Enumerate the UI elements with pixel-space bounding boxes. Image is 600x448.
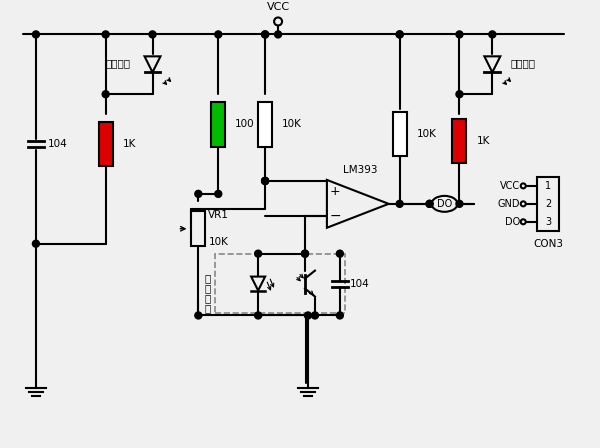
Text: VCC: VCC	[500, 181, 520, 191]
Bar	[392, 112, 407, 156]
Circle shape	[396, 31, 403, 38]
Circle shape	[262, 177, 269, 185]
Text: 1: 1	[545, 181, 551, 191]
Text: LM393: LM393	[343, 165, 377, 175]
Text: 10K: 10K	[208, 237, 228, 247]
Text: DO: DO	[437, 199, 452, 209]
Bar	[452, 119, 466, 164]
Text: 10K: 10K	[282, 119, 302, 129]
Text: 104: 104	[48, 139, 68, 149]
Text: +: +	[329, 185, 340, 198]
Text: GND: GND	[498, 199, 520, 209]
Text: VR1: VR1	[208, 210, 229, 220]
Circle shape	[262, 177, 269, 185]
Circle shape	[301, 250, 308, 257]
Text: 100: 100	[235, 119, 255, 129]
Circle shape	[195, 312, 202, 319]
Circle shape	[32, 31, 40, 38]
Text: 电源指示: 电源指示	[105, 58, 130, 68]
Text: CON3: CON3	[533, 239, 563, 249]
Bar	[211, 102, 225, 146]
Text: 3: 3	[545, 217, 551, 227]
Text: 1K: 1K	[122, 139, 136, 149]
Text: DO: DO	[505, 217, 520, 227]
Circle shape	[274, 17, 282, 26]
Circle shape	[521, 183, 526, 189]
Text: 对: 对	[204, 293, 211, 303]
Text: 开关指示: 开关指示	[510, 58, 535, 68]
Circle shape	[262, 31, 269, 38]
Text: VCC: VCC	[266, 3, 290, 13]
Circle shape	[262, 31, 269, 38]
Text: 外: 外	[204, 284, 211, 293]
Circle shape	[337, 250, 343, 257]
Circle shape	[311, 312, 319, 319]
Ellipse shape	[431, 196, 457, 212]
Circle shape	[426, 200, 433, 207]
Circle shape	[32, 240, 40, 247]
Polygon shape	[145, 56, 160, 72]
Text: 管: 管	[204, 303, 211, 314]
Circle shape	[254, 250, 262, 257]
Polygon shape	[251, 276, 265, 291]
Circle shape	[521, 201, 526, 207]
Circle shape	[102, 31, 109, 38]
Circle shape	[396, 31, 403, 38]
Polygon shape	[484, 56, 500, 72]
Circle shape	[396, 200, 403, 207]
Circle shape	[301, 250, 308, 257]
Circle shape	[456, 31, 463, 38]
Text: 104: 104	[350, 279, 370, 289]
Bar	[191, 211, 205, 246]
Polygon shape	[327, 180, 389, 228]
Circle shape	[456, 91, 463, 98]
Circle shape	[215, 190, 222, 198]
Circle shape	[215, 31, 222, 38]
Circle shape	[337, 312, 343, 319]
Text: 红: 红	[204, 274, 211, 284]
Text: −: −	[329, 209, 341, 223]
Bar	[258, 102, 272, 146]
Circle shape	[275, 31, 281, 38]
Circle shape	[489, 31, 496, 38]
Circle shape	[102, 91, 109, 98]
Circle shape	[426, 200, 433, 207]
Circle shape	[456, 200, 463, 207]
Circle shape	[262, 177, 269, 185]
Circle shape	[254, 312, 262, 319]
Bar	[98, 121, 113, 167]
Circle shape	[195, 190, 202, 198]
Circle shape	[304, 312, 311, 319]
Bar	[215, 254, 345, 314]
Circle shape	[521, 219, 526, 224]
Bar	[537, 177, 559, 231]
Text: 2: 2	[545, 199, 551, 209]
Text: 10K: 10K	[416, 129, 436, 139]
Text: 1K: 1K	[476, 136, 490, 146]
Circle shape	[149, 31, 156, 38]
